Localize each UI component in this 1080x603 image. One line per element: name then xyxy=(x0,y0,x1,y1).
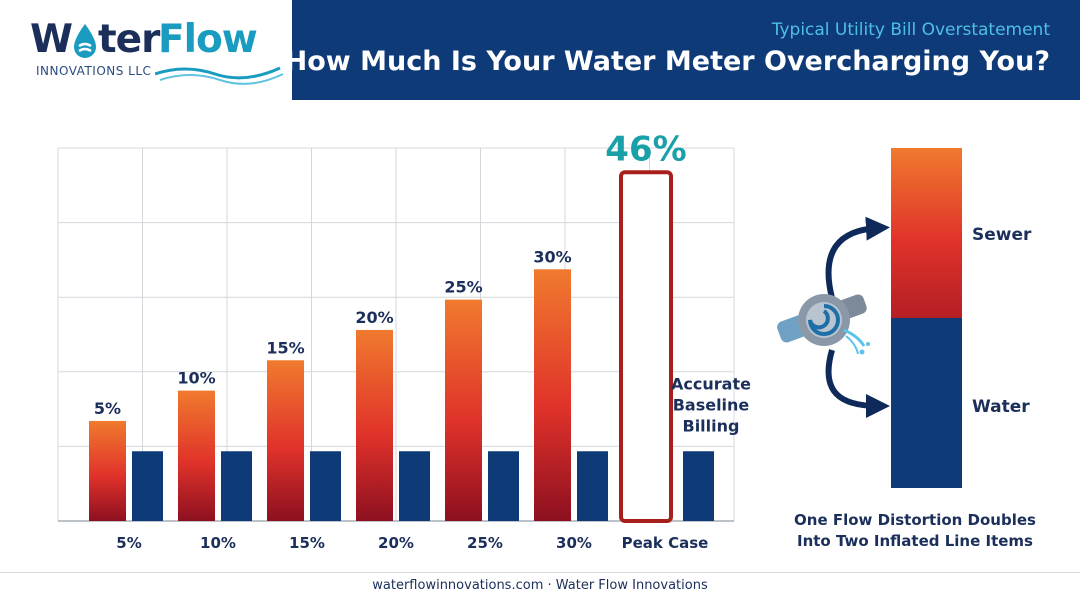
bar-label: 25% xyxy=(444,278,482,297)
category-label: 15% xyxy=(289,534,325,552)
category-label: 25% xyxy=(467,534,503,552)
bar-overstatement xyxy=(356,329,393,521)
arrow-down-icon xyxy=(825,349,890,418)
bar-overstatement xyxy=(89,420,126,521)
bar-overstatement xyxy=(534,269,571,521)
header-subtitle: Typical Utility Bill Overstatement xyxy=(771,20,1050,40)
arrow-up-icon xyxy=(825,216,890,299)
bar-overstatement xyxy=(267,360,304,521)
bar-baseline xyxy=(683,451,714,521)
sewer-segment xyxy=(891,148,962,318)
category-label: Peak Case xyxy=(622,534,709,552)
category-label: 5% xyxy=(116,534,141,552)
page-title: How Much Is Your Water Meter Overchargin… xyxy=(284,46,1050,77)
bar-label: 10% xyxy=(177,369,215,388)
bar-baseline xyxy=(132,451,163,521)
illustration-caption: One Flow Distortion Doubles Into Two Inf… xyxy=(770,510,1060,552)
footer-text: waterflowinnovations.com · Water Flow In… xyxy=(372,578,708,593)
water-label: Water xyxy=(972,397,1030,417)
bar-baseline xyxy=(399,451,430,521)
bar-baseline xyxy=(577,451,608,521)
bar-label: 5% xyxy=(94,399,121,418)
logo-subtitle: INNOVATIONS LLC xyxy=(36,64,152,78)
bar-label: 15% xyxy=(266,338,304,357)
bar-baseline xyxy=(310,451,341,521)
bar-overstatement xyxy=(178,390,215,521)
bar-label-peak: 46% xyxy=(605,129,686,169)
bar-chart: 5% 5% 10% 10% 15% 15% 20% 20% 25% 25% 30% 30% 46% Pea… xyxy=(57,129,751,552)
baseline-annotation-line: Billing xyxy=(683,416,740,435)
baseline-annotation-line: Baseline xyxy=(673,395,750,414)
category-label: 30% xyxy=(556,534,592,552)
bar-label: 20% xyxy=(355,308,393,327)
water-drop-icon xyxy=(74,24,96,58)
bar-peak-case xyxy=(619,170,673,523)
bar-baseline xyxy=(221,451,252,521)
caption-line-1: One Flow Distortion Doubles xyxy=(794,511,1036,529)
caption-line-2: Into Two Inflated Line Items xyxy=(797,532,1033,550)
logo-letter-w: W xyxy=(30,17,73,62)
logo-wordmark-flow: Flow xyxy=(158,17,258,62)
footer-divider xyxy=(0,572,1080,573)
bar-baseline xyxy=(488,451,519,521)
bill-split-illustration: Sewer Water xyxy=(777,148,1032,488)
water-segment xyxy=(891,318,962,488)
logo-letters-ter: ter xyxy=(98,17,160,62)
category-label: 20% xyxy=(378,534,414,552)
bar-overstatement xyxy=(445,299,482,521)
sewer-label: Sewer xyxy=(972,225,1032,245)
wave-icon xyxy=(155,66,284,85)
bar-label: 30% xyxy=(533,247,571,266)
water-meter-icon xyxy=(777,294,870,355)
category-label: 10% xyxy=(200,534,236,552)
header-banner: Typical Utility Bill Overstatement How M… xyxy=(285,0,1080,100)
baseline-annotation-line: Accurate xyxy=(671,374,751,393)
